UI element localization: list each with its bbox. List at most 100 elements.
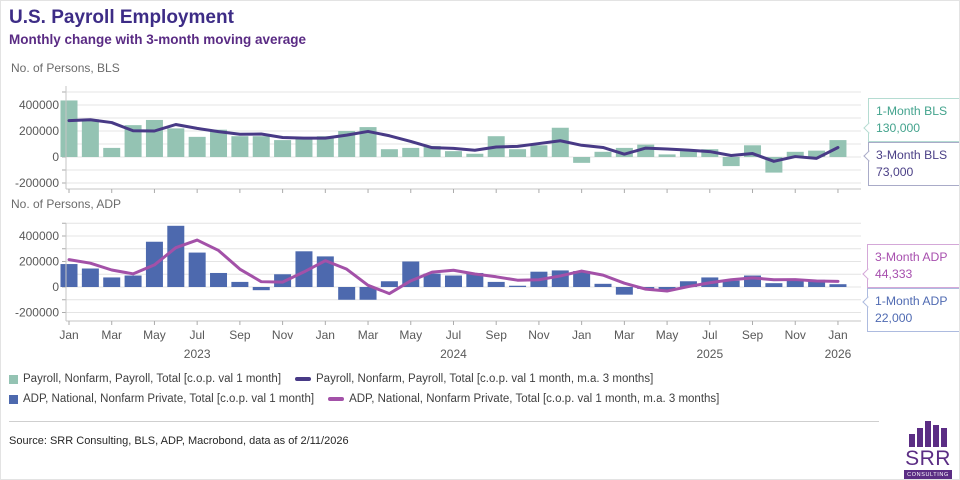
logo-banner: CONSULTING bbox=[904, 470, 952, 479]
bls-bar bbox=[274, 140, 292, 157]
logo-text: SRR bbox=[905, 447, 951, 470]
bls-bar bbox=[103, 147, 121, 157]
x-tick-label: Mar bbox=[101, 328, 122, 342]
callout-value: 130,000 bbox=[876, 121, 921, 136]
x-tick-label: Nov bbox=[528, 328, 549, 342]
bls-line-swatch-icon bbox=[295, 377, 312, 381]
x-tick-label: Mar bbox=[358, 328, 379, 342]
callout-value: 44,333 bbox=[875, 267, 913, 282]
srr-logo: SRR CONSULTING bbox=[904, 421, 952, 479]
callout-value: 73,000 bbox=[876, 165, 914, 180]
x-tick-label: Jan bbox=[316, 328, 335, 342]
bls-bar bbox=[573, 157, 591, 163]
adp-bar bbox=[231, 281, 249, 287]
year-label: 2025 bbox=[696, 347, 723, 361]
adp-bar bbox=[573, 271, 591, 287]
adp-bar bbox=[615, 287, 633, 295]
legend-item-adp-bars: ADP, National, Nonfarm Private, Total [c… bbox=[9, 393, 314, 405]
page-title: U.S. Payroll Employment bbox=[9, 7, 234, 28]
adp-bar bbox=[338, 287, 356, 300]
adp-bar bbox=[188, 252, 206, 287]
y-tick-label: -200000 bbox=[15, 306, 59, 320]
bls-bar bbox=[615, 147, 633, 157]
callout-value: 22,000 bbox=[875, 311, 913, 326]
bls-bar bbox=[252, 136, 270, 157]
legend-item-bls-bars: Payroll, Nonfarm, Payroll, Total [c.o.p.… bbox=[9, 373, 281, 385]
x-tick-label: Nov bbox=[272, 328, 293, 342]
callout-label: 1-Month ADP bbox=[875, 294, 948, 308]
x-tick-label: Jul bbox=[446, 328, 461, 342]
bls-bar bbox=[744, 145, 762, 157]
callout-3-month-bls: 3-Month BLS 73,000 bbox=[868, 142, 959, 187]
adp-bar bbox=[744, 275, 762, 287]
callout-label: 3-Month BLS bbox=[876, 148, 948, 162]
bls-bar bbox=[466, 153, 484, 157]
x-tick-label: Sep bbox=[229, 328, 251, 342]
bls-axis-title: No. of Persons, BLS bbox=[11, 61, 120, 75]
adp-bar bbox=[786, 279, 804, 287]
bls-bar bbox=[295, 138, 313, 157]
adp-bar bbox=[722, 280, 740, 287]
year-label: 2026 bbox=[825, 347, 852, 361]
x-tick-label: May bbox=[143, 328, 166, 342]
y-tick-label: 200000 bbox=[19, 124, 59, 138]
adp-bar bbox=[60, 264, 78, 287]
bls-bar bbox=[423, 145, 441, 157]
x-tick-label: Jul bbox=[189, 328, 204, 342]
x-tick-label: May bbox=[399, 328, 422, 342]
adp-bar bbox=[359, 287, 377, 300]
adp-bar bbox=[444, 275, 462, 287]
y-tick-label: 400000 bbox=[19, 229, 59, 243]
callout-1-month-adp: 1-Month ADP 22,000 bbox=[867, 288, 959, 333]
adp-bar bbox=[210, 272, 228, 287]
x-tick-label: Sep bbox=[742, 328, 764, 342]
bls-ma-line bbox=[67, 118, 840, 163]
callout-label: 1-Month BLS bbox=[876, 104, 948, 118]
bls-bar bbox=[338, 131, 356, 157]
adp-bar bbox=[765, 283, 783, 287]
x-tick-label: Jan bbox=[572, 328, 591, 342]
adp-bar bbox=[466, 272, 484, 287]
adp-bar bbox=[295, 251, 313, 287]
y-tick-label: -200000 bbox=[15, 176, 59, 190]
bls-bar bbox=[145, 119, 163, 157]
legend-item-bls-line: Payroll, Nonfarm, Payroll, Total [c.o.p.… bbox=[295, 373, 653, 385]
adp-bar bbox=[252, 287, 270, 291]
adp-axis-title: No. of Persons, ADP bbox=[11, 197, 122, 211]
adp-bar bbox=[808, 279, 826, 287]
y-tick-label: 0 bbox=[52, 280, 59, 294]
legend-label: Payroll, Nonfarm, Payroll, Total [c.o.p.… bbox=[23, 373, 282, 385]
bls-chart: 400000 200000 0 -200000 bbox=[15, 86, 861, 193]
bls-bar bbox=[658, 154, 676, 157]
callout-label: 3-Month ADP bbox=[875, 250, 948, 264]
bls-bar bbox=[81, 119, 99, 157]
logo-bars-icon bbox=[904, 421, 952, 447]
adp-bar bbox=[167, 225, 185, 287]
legend-row: Payroll, Nonfarm, Payroll, Total [c.o.p.… bbox=[9, 373, 661, 385]
bls-bar bbox=[188, 136, 206, 157]
x-tick-label: Sep bbox=[486, 328, 508, 342]
callout-3-month-adp: 3-Month ADP 44,333 bbox=[867, 244, 959, 289]
x-tick-label: May bbox=[656, 328, 679, 342]
bls-bar bbox=[380, 149, 398, 157]
adp-ma-line bbox=[67, 238, 840, 296]
bls-bar bbox=[167, 128, 185, 157]
bls-bar bbox=[402, 147, 420, 157]
adp-line-swatch-icon bbox=[328, 397, 345, 401]
year-label: 2023 bbox=[184, 347, 211, 361]
callout-1-month-bls: 1-Month BLS 130,000 bbox=[868, 98, 959, 143]
adp-bar bbox=[124, 275, 142, 287]
legend-label: ADP, National, Nonfarm Private, Total [c… bbox=[23, 393, 315, 405]
adp-bar bbox=[829, 284, 847, 287]
adp-bar bbox=[594, 283, 612, 287]
y-tick-label: 400000 bbox=[19, 98, 59, 112]
bls-bar bbox=[444, 151, 462, 157]
bls-bar bbox=[551, 127, 569, 157]
bls-bar bbox=[359, 127, 377, 157]
bls-bar bbox=[509, 149, 527, 157]
bls-bar bbox=[722, 157, 740, 167]
bls-bar bbox=[60, 100, 78, 157]
x-tick-label: Mar bbox=[614, 328, 635, 342]
year-label: 2024 bbox=[440, 347, 467, 361]
